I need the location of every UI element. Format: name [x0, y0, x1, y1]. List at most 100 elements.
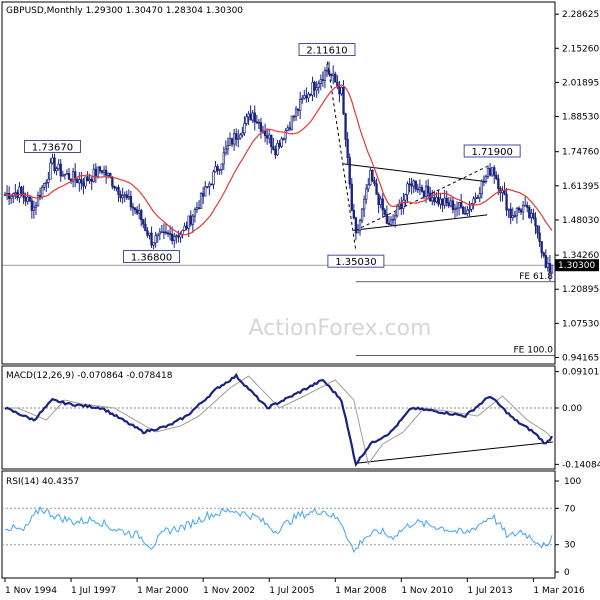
candle-body: [503, 190, 506, 195]
candle-body: [115, 187, 118, 189]
rsi-panel: 100 70 30 0 RSI(14) 40.4357: [1, 470, 581, 579]
candle-body: [379, 198, 382, 206]
candle-body: [470, 203, 473, 210]
main-y-tick-label: 2.28625: [562, 10, 599, 20]
candle-body: [400, 203, 403, 209]
candle-body: [135, 209, 139, 214]
fall-projection-line: [326, 61, 357, 251]
candle-body: [332, 73, 335, 76]
candle-body: [406, 183, 409, 196]
macd-panel-frame: [1, 365, 556, 470]
main-y-tick-label: 2.15260: [562, 44, 599, 54]
candle-body: [156, 233, 159, 237]
candle-body: [193, 209, 197, 217]
candle-body: [301, 97, 304, 100]
candle-body: [414, 180, 417, 190]
candle-body: [536, 225, 539, 234]
candle-body: [125, 194, 128, 199]
candle-body: [265, 135, 269, 139]
candle-body: [426, 185, 430, 194]
candle-body: [127, 195, 131, 199]
candle-body: [443, 197, 446, 206]
candle-body: [528, 207, 531, 218]
candle-body: [288, 127, 292, 130]
candle-body: [129, 195, 133, 208]
candle-body: [158, 231, 161, 235]
macd-y-tick-label: 0.091015: [562, 368, 600, 378]
candle-body: [168, 233, 172, 235]
candle-body: [251, 112, 254, 121]
candle-body: [521, 205, 525, 213]
candle-body: [276, 142, 279, 156]
diagonal-trendline: [355, 165, 488, 231]
candle-body: [375, 183, 378, 195]
candle-body: [104, 169, 108, 176]
candle-body: [348, 157, 351, 185]
candle-body: [88, 179, 91, 182]
main-y-tick-label: 1.88530: [562, 113, 599, 123]
candle-body: [241, 132, 244, 136]
annotation-box: [298, 43, 356, 57]
main-y-tick-label: 0.94165: [562, 353, 599, 363]
candle-body: [542, 252, 545, 256]
candle-body: [40, 186, 44, 198]
candle-body: [80, 179, 83, 184]
main-y-tick-label: 1.34260: [562, 251, 599, 261]
candle-body: [162, 231, 166, 234]
candle-body: [299, 98, 302, 111]
candle-body: [239, 134, 242, 139]
main-y-tick-label: 1.07530: [562, 319, 599, 329]
candle-body: [385, 214, 389, 224]
candle-body: [243, 123, 246, 134]
candle-body: [358, 220, 362, 231]
candle-body: [486, 168, 490, 177]
candle-body: [474, 197, 477, 200]
rsi-header: RSI(14) 40.4357: [6, 477, 79, 487]
candle-body: [371, 170, 374, 181]
candle-body: [94, 168, 97, 177]
candle-body: [247, 113, 250, 118]
candle-body: [84, 176, 87, 187]
candle-body: [286, 127, 289, 131]
candle-body: [309, 93, 312, 96]
candle-body: [433, 197, 436, 203]
candle-body: [197, 207, 201, 210]
macd-y-axis: 0.091015 0.00 -0.140843: [555, 368, 600, 470]
candle-body: [493, 167, 496, 176]
candle-body: [296, 108, 300, 111]
candle-body: [113, 186, 116, 189]
candle-body: [530, 212, 533, 218]
candle-body: [548, 263, 552, 274]
candle-body: [253, 112, 256, 123]
candle-body: [538, 232, 541, 242]
candle-body: [55, 168, 58, 172]
candle-body: [513, 215, 517, 217]
candle-body: [307, 93, 310, 99]
candle-body: [166, 232, 170, 235]
candle-body: [424, 185, 428, 197]
price-tag: 1.30300: [555, 259, 599, 272]
candle-body: [346, 139, 349, 158]
rsi-y-tick-label: 70: [564, 504, 576, 514]
candle-body: [100, 170, 104, 173]
candle-body: [377, 194, 380, 206]
macd-panel: 0.091015 0.00 -0.140843 MACD(12,26,9) -0.0…: [1, 365, 600, 470]
candle-body: [249, 113, 252, 121]
candle-body: [175, 235, 178, 238]
candle-body: [408, 183, 411, 186]
candle-body: [131, 206, 135, 209]
candle-body: [373, 180, 376, 185]
x-axis: 1 Nov 1994 1 Jul 1997 1 Mar 2000 1 Nov 2002…: [4, 578, 585, 596]
candle-body: [123, 194, 126, 197]
candle-body: [38, 195, 42, 198]
candle-body: [179, 234, 182, 238]
candle-body: [57, 163, 60, 169]
candle-body: [321, 79, 325, 81]
candle-body: [441, 198, 444, 206]
annotation-label: 1.35030: [335, 257, 376, 268]
candle-body: [323, 70, 327, 81]
main-header: GBPUSD,Monthly 1.29300 1.30470 1.28304 1…: [6, 6, 243, 16]
candle-body: [340, 86, 343, 95]
candle-body: [235, 133, 238, 140]
